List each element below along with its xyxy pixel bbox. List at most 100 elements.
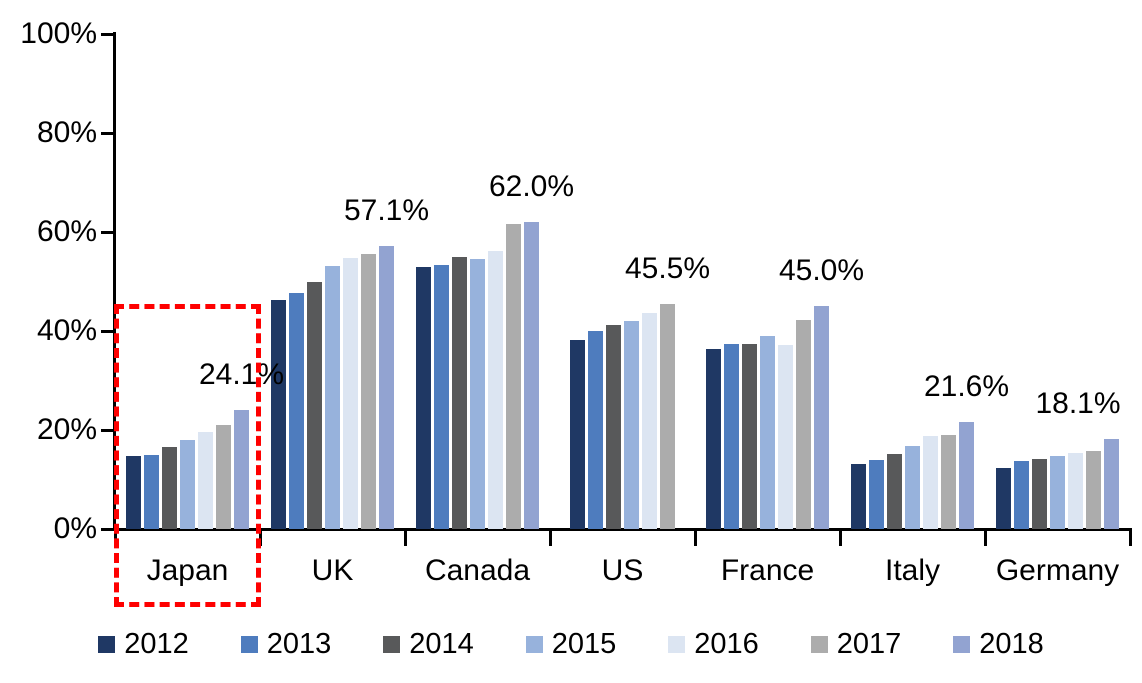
legend-swatch-2012	[98, 635, 116, 653]
bar-japan-2013	[144, 455, 159, 529]
bar-italy-2014	[887, 454, 902, 529]
x-tick-mark	[983, 528, 987, 546]
bar-us-2016	[642, 313, 657, 529]
y-tick-mark	[101, 428, 114, 432]
legend-item-2014: 2014	[383, 628, 474, 660]
y-tick-mark	[101, 329, 114, 333]
legend-item-2015: 2015	[525, 628, 617, 660]
y-tick-label-40: 40%	[36, 314, 97, 347]
bar-canada-2015	[470, 259, 485, 529]
bar-japan-2015	[180, 440, 195, 529]
value-label-france: 45.0%	[778, 254, 865, 288]
bar-uk-2015	[325, 266, 340, 529]
legend-swatch-2013	[240, 635, 258, 653]
bar-japan-2016	[198, 432, 213, 529]
japan-highlight-box	[114, 304, 261, 607]
category-label-uk: UK	[311, 554, 354, 587]
legend-label-2018: 2018	[979, 628, 1044, 660]
legend-item-2018: 2018	[953, 628, 1044, 660]
legend-label-2014: 2014	[409, 628, 474, 660]
legend-item-2016: 2016	[668, 628, 759, 660]
y-tick-mark	[101, 32, 114, 36]
bar-france-2013	[724, 344, 739, 529]
category-label-italy: Italy	[884, 554, 941, 587]
y-axis-line	[113, 32, 116, 531]
bar-canada-2012	[416, 267, 431, 529]
bar-italy-2018	[959, 422, 974, 529]
legend: 2012 2013 2014 2015 2016 2017 2018	[0, 628, 1142, 660]
category-label-germany: Germany	[995, 554, 1120, 587]
legend-label-2015: 2015	[551, 628, 617, 660]
legend-swatch-2017	[810, 635, 828, 653]
bar-group-uk	[260, 34, 405, 529]
bar-us-2014	[606, 325, 621, 529]
legend-label-2017: 2017	[836, 628, 902, 660]
value-label-italy: 21.6%	[923, 370, 1010, 404]
y-tick-mark	[101, 230, 114, 234]
x-tick-mark	[693, 528, 697, 546]
bar-us-2012	[570, 340, 585, 529]
y-tick-label-0: 0%	[53, 512, 97, 545]
legend-swatch-2016	[668, 635, 686, 653]
bar-germany-2016	[1068, 453, 1083, 529]
legend-swatch-2015	[525, 635, 543, 653]
bar-france-2012	[706, 349, 721, 529]
legend-item-2017: 2017	[810, 628, 902, 660]
bar-us-2015	[624, 321, 639, 529]
x-tick-mark	[403, 528, 407, 546]
bar-group-france	[695, 34, 840, 529]
bar-france-2018	[814, 306, 829, 529]
bar-group-canada	[405, 34, 550, 529]
bar-germany-2017	[1086, 451, 1101, 529]
bar-uk-2018	[379, 246, 394, 529]
y-tick-mark	[101, 131, 114, 135]
value-label-germany: 18.1%	[1035, 387, 1121, 421]
legend-swatch-2014	[383, 635, 401, 653]
legend-label-2013: 2013	[266, 628, 332, 660]
y-tick-mark	[101, 527, 114, 531]
bar-canada-2018	[524, 222, 539, 529]
bar-italy-2013	[869, 460, 884, 529]
legend-item-2013: 2013	[240, 628, 332, 660]
category-label-france: France	[720, 554, 815, 587]
bar-italy-2015	[905, 446, 920, 529]
bar-group-italy	[840, 34, 985, 529]
bar-italy-2016	[923, 436, 938, 529]
category-label-us: US	[601, 554, 644, 587]
bar-germany-2012	[996, 468, 1011, 529]
value-label-japan: 24.1%	[198, 357, 285, 391]
value-label-canada: 62.0%	[488, 170, 575, 204]
bar-germany-2018	[1104, 439, 1119, 529]
y-tick-label-80: 80%	[36, 116, 97, 149]
bar-canada-2014	[452, 257, 467, 529]
y-tick-label-20: 20%	[36, 413, 97, 446]
bar-uk-2016	[343, 258, 358, 529]
bar-group-us	[550, 34, 695, 529]
bar-japan-2018	[234, 410, 249, 529]
value-label-uk: 57.1%	[343, 194, 430, 228]
bar-france-2017	[796, 320, 811, 529]
bar-uk-2017	[361, 254, 376, 529]
y-tick-label-100: 100%	[20, 17, 97, 50]
x-tick-mark	[548, 528, 552, 546]
bar-italy-2012	[851, 464, 866, 529]
bar-canada-2017	[506, 224, 521, 529]
value-label-us: 45.5%	[624, 251, 711, 285]
bar-germany-2015	[1050, 456, 1065, 529]
legend-item-2012: 2012	[98, 628, 189, 660]
legend-label-2012: 2012	[124, 628, 189, 660]
bar-uk-2013	[289, 293, 304, 529]
bar-france-2014	[742, 344, 757, 529]
y-tick-label-60: 60%	[36, 215, 97, 248]
legend-label-2016: 2016	[694, 628, 759, 660]
category-label-canada: Canada	[424, 554, 531, 587]
bar-uk-2012	[271, 300, 286, 529]
bar-germany-2014	[1032, 459, 1047, 529]
bar-canada-2016	[488, 251, 503, 529]
x-axis-line	[113, 528, 1132, 531]
bar-canada-2013	[434, 265, 449, 529]
bar-uk-2014	[307, 282, 322, 529]
bar-us-2013	[588, 331, 603, 529]
x-tick-mark	[838, 528, 842, 546]
